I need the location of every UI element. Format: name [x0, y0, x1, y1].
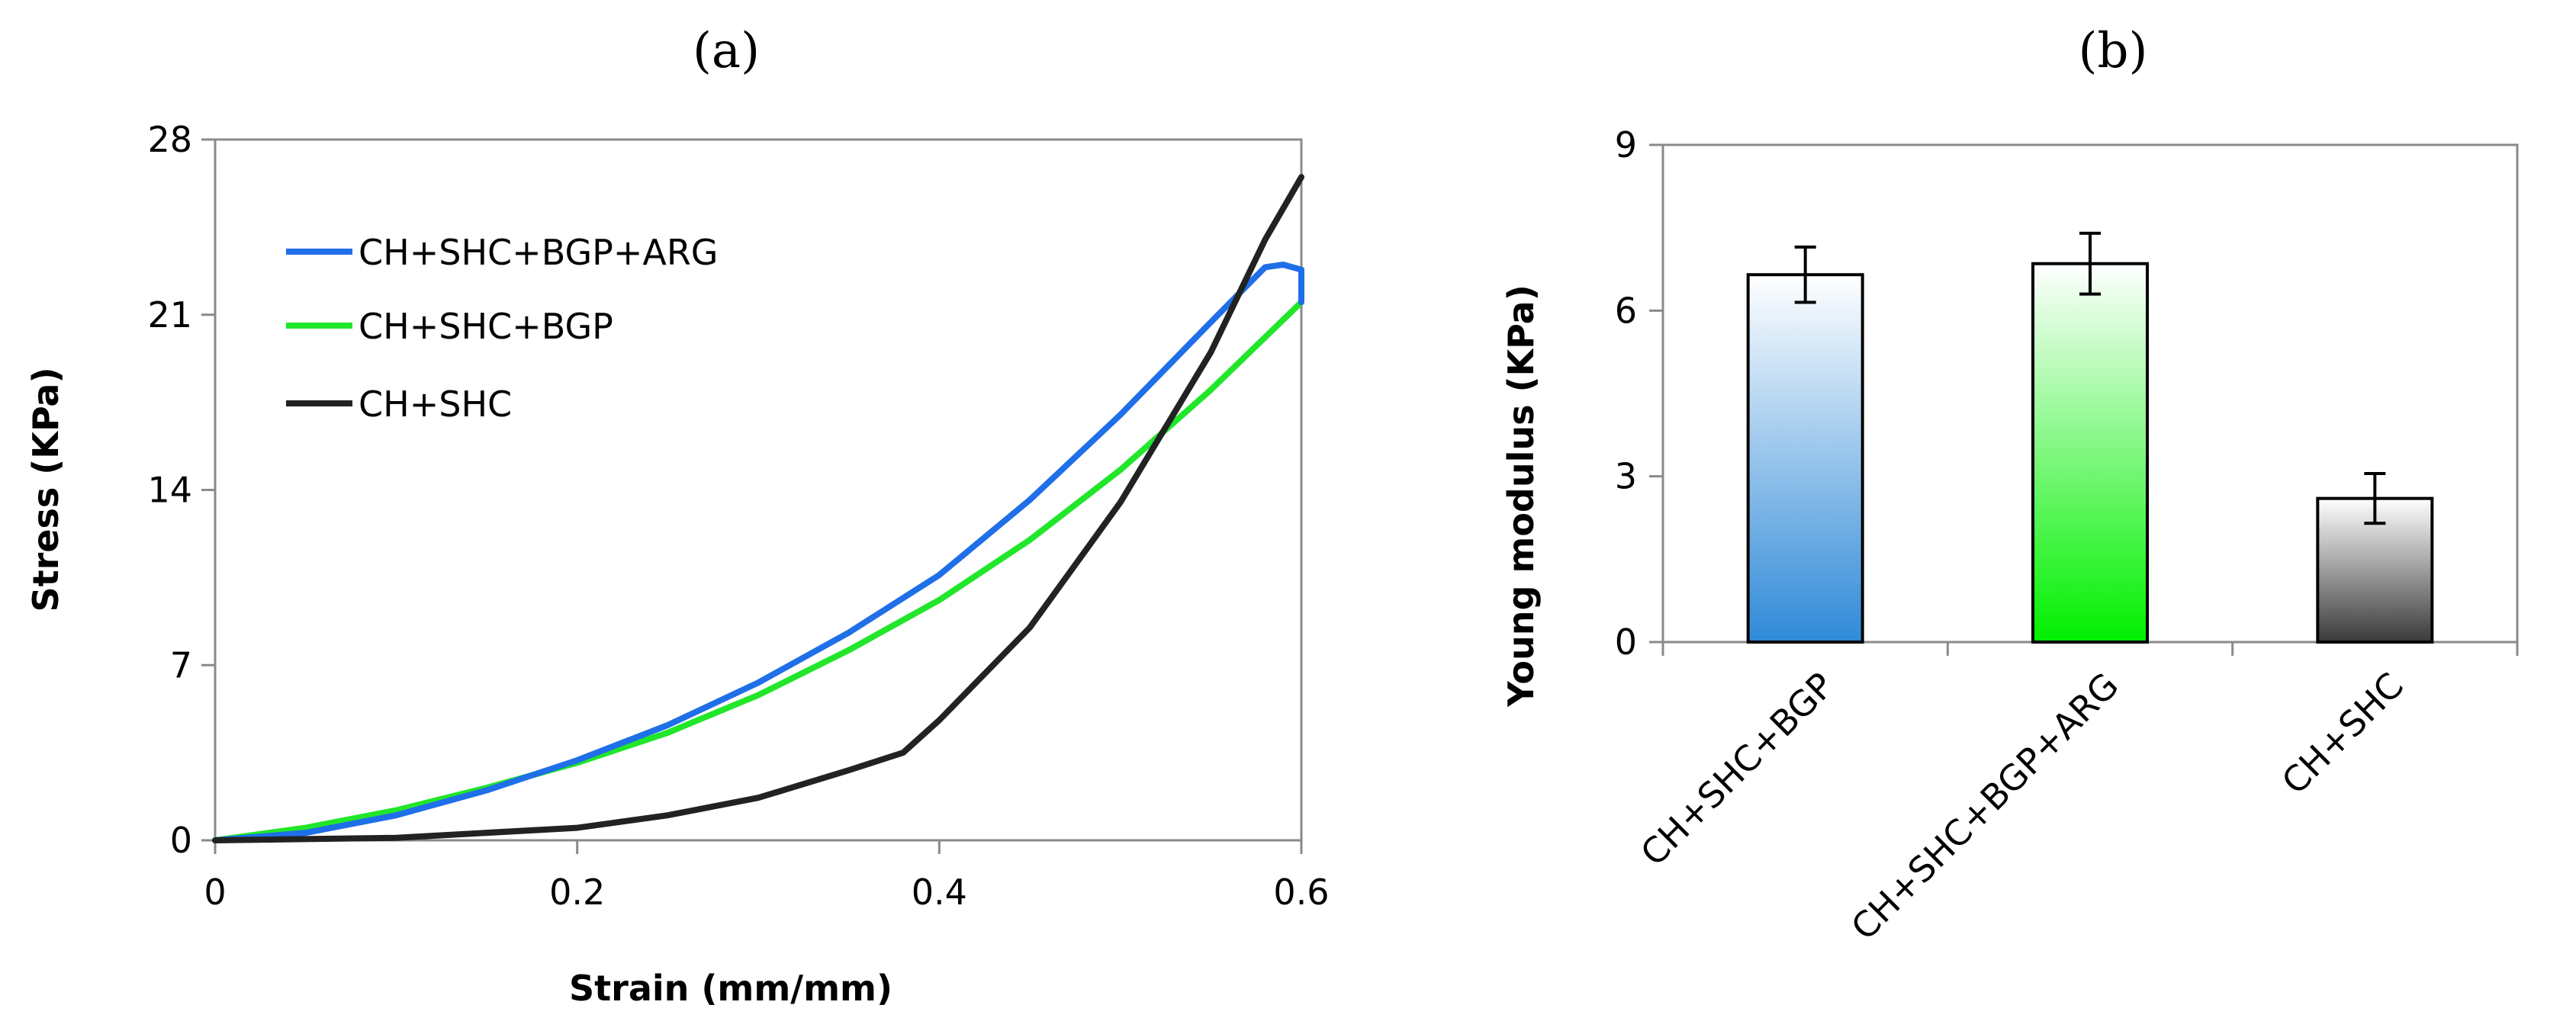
panel-b-y-tick-label: 9: [1615, 124, 1637, 165]
panel-a-series-line: [212, 174, 1304, 843]
error-bar: [1794, 246, 1816, 304]
panel-a-y-axis-title: Stress (KPa): [25, 368, 66, 612]
legend-label: CH+SHC+BGP: [359, 306, 613, 347]
panel-a-x-tick-label: 0.6: [1273, 872, 1329, 913]
panel-b-y-tick-label: 3: [1615, 456, 1637, 497]
panel-a-label: (a): [693, 23, 760, 79]
legend-label: CH+SHC: [359, 384, 512, 425]
panel-a-x-tick-label: 0: [204, 872, 226, 913]
panel-a-series-lines: [212, 174, 1304, 843]
panel-a-y-tick-label: 0: [170, 820, 192, 861]
panel-a-y-tick-label: 7: [170, 644, 192, 686]
panel-b-axes: 0 3 6 9: [1615, 124, 2519, 663]
panel-a-x-tick-label: 0.4: [912, 872, 967, 913]
panel-b-label: (b): [2079, 23, 2148, 79]
panel-a-y-tick-label: 14: [147, 470, 192, 511]
panel-b-category-label: CH+SHC: [2274, 665, 2411, 802]
panel-a-y-tick-label: 21: [147, 294, 192, 336]
bar: [2031, 262, 2149, 644]
panel-a-line-chart: (a) 0 7 14 21 28 0 0.2 0.4 0.6 Strain (mm/mm) St…: [25, 23, 1330, 1009]
panel-a-y-tick-label: 28: [147, 119, 192, 160]
bar: [1746, 273, 1864, 644]
panel-a-x-axis-title: Strain (mm/mm): [569, 968, 892, 1009]
panel-a-axes: 0 7 14 21 28 0 0.2 0.4 0.6: [147, 119, 1329, 913]
error-bar: [2079, 231, 2101, 296]
panel-b-y-tick-label: 6: [1615, 290, 1637, 331]
legend-label: CH+SHC+BGP+ARG: [359, 232, 718, 273]
panel-a-legend: CH+SHC+BGP+ARG CH+SHC+BGP CH+SHC: [286, 232, 718, 425]
panel-b-bars: CH+SHC+BGP CH+SHC+BGP+ARG CH+SHC: [1632, 231, 2434, 949]
panel-b-category-label: CH+SHC+BGP: [1632, 665, 1841, 874]
panel-b-y-axis-title: Young modulus (KPa): [1500, 284, 1542, 707]
panel-a-x-tick-label: 0.2: [549, 872, 605, 913]
error-bar: [2364, 472, 2386, 525]
panel-a-series-line: [212, 262, 1304, 843]
panel-b-category-label: CH+SHC+BGP+ARG: [1843, 665, 2127, 949]
panel-b-y-tick-label: 0: [1615, 621, 1637, 663]
panel-a-series-line: [212, 299, 1304, 843]
